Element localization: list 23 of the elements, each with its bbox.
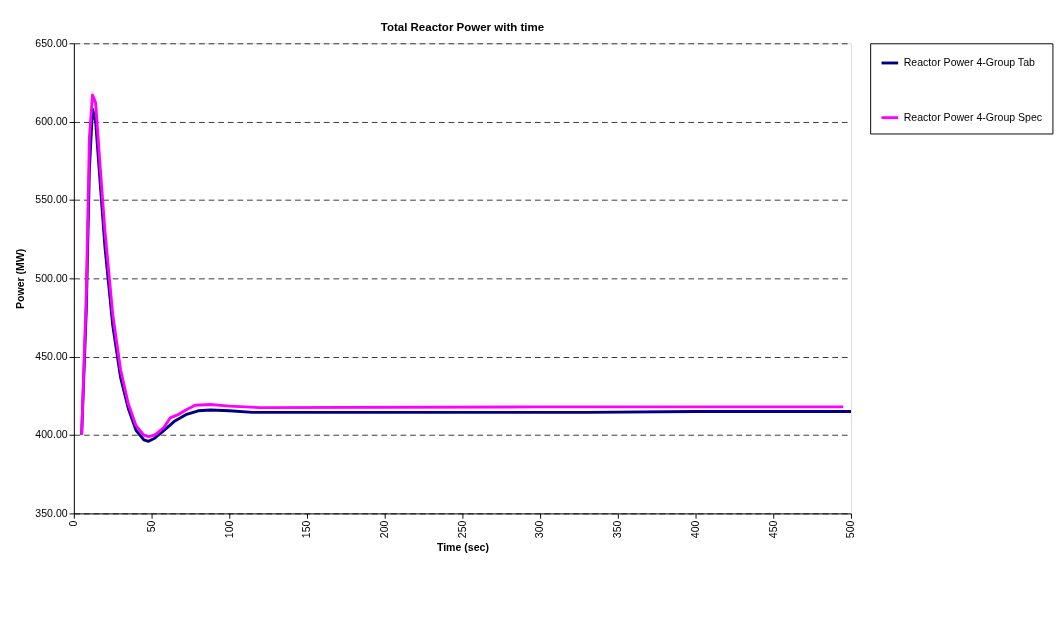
y-tick-label: 450.00 <box>35 350 68 363</box>
x-tick-label: 500 <box>844 520 857 539</box>
x-tick-label: 250 <box>455 520 468 539</box>
x-tick-label: 200 <box>378 520 391 539</box>
x-axis-title: Time (sec) <box>436 540 489 553</box>
x-tick-label: 400 <box>688 520 701 539</box>
x-tick-label: 300 <box>533 520 546 539</box>
x-tick-label: 50 <box>144 520 157 533</box>
x-tick-label: 0 <box>67 520 80 527</box>
x-tick-label: 100 <box>222 520 235 539</box>
legend-label: Reactor Power 4-Group Spec <box>903 110 1043 123</box>
y-tick-label: 500.00 <box>35 271 68 284</box>
chart-title: Total Reactor Power with time <box>380 20 545 33</box>
y-tick-label: 550.00 <box>35 193 68 206</box>
y-tick-label: 600.00 <box>35 115 68 128</box>
x-tick-label: 150 <box>300 520 313 539</box>
x-tick-label: 350 <box>611 520 624 539</box>
legend-label: Reactor Power 4-Group Tab <box>903 55 1035 68</box>
y-tick-label: 650.00 <box>35 36 68 49</box>
x-tick-label: 450 <box>766 520 779 539</box>
y-tick-label: 350.00 <box>35 506 68 519</box>
y-axis-title: Power (MW) <box>13 248 26 310</box>
y-tick-label: 400.00 <box>35 428 68 441</box>
